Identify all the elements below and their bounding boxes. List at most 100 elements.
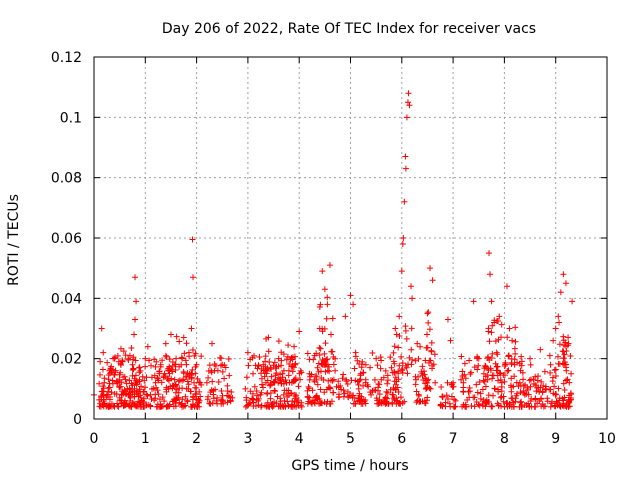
data-point	[428, 339, 435, 346]
data-point	[193, 361, 200, 368]
data-point	[540, 403, 547, 410]
data-point	[426, 326, 433, 333]
data-point	[403, 364, 410, 371]
data-point	[427, 265, 434, 272]
data-point	[272, 388, 279, 395]
data-point	[213, 398, 220, 405]
data-point	[306, 376, 313, 383]
data-point	[304, 393, 311, 400]
data-point	[532, 403, 539, 410]
data-point	[402, 165, 409, 172]
data-point	[560, 380, 567, 387]
data-point	[136, 364, 143, 371]
x-tick-label: 5	[346, 431, 355, 447]
data-point	[289, 368, 296, 375]
data-point	[556, 341, 563, 348]
data-point	[547, 361, 554, 368]
data-point	[224, 399, 231, 406]
data-point	[461, 360, 468, 367]
data-point	[477, 390, 484, 397]
data-point	[500, 372, 507, 379]
data-point	[211, 367, 218, 374]
data-point	[444, 395, 451, 402]
data-point	[124, 385, 131, 392]
data-point	[180, 368, 187, 375]
data-point	[552, 325, 559, 332]
data-point	[471, 403, 478, 410]
data-point	[362, 396, 369, 403]
data-point	[265, 348, 272, 355]
data-point	[428, 348, 435, 355]
data-point	[340, 371, 347, 378]
data-point	[143, 374, 150, 381]
data-point	[194, 403, 201, 410]
y-axis-label: ROTI / TECUs	[6, 194, 22, 286]
data-point	[154, 374, 161, 381]
data-point	[98, 325, 105, 332]
data-point	[347, 292, 354, 299]
data-point	[245, 362, 252, 369]
data-point	[538, 395, 545, 402]
data-point	[156, 368, 163, 375]
data-point	[409, 356, 416, 363]
x-tick-label: 9	[551, 431, 560, 447]
data-point	[397, 394, 404, 401]
data-point	[163, 353, 170, 360]
data-point	[319, 268, 326, 275]
data-point	[146, 357, 153, 364]
data-point	[399, 241, 406, 248]
data-point	[373, 355, 380, 362]
data-point	[142, 363, 149, 370]
data-point	[125, 355, 132, 362]
data-point	[556, 319, 563, 326]
data-point	[170, 382, 177, 389]
data-point	[419, 370, 426, 377]
data-point	[399, 366, 406, 373]
data-point	[408, 346, 415, 353]
data-point	[293, 403, 300, 410]
data-point	[182, 393, 189, 400]
data-point	[388, 364, 395, 371]
data-point	[116, 384, 123, 391]
data-point	[382, 394, 389, 401]
data-point	[524, 386, 531, 393]
data-point	[350, 392, 357, 399]
data-point	[137, 401, 144, 408]
data-point	[264, 389, 271, 396]
data-point	[326, 262, 333, 269]
data-point	[492, 338, 499, 345]
data-point	[560, 348, 567, 355]
data-point	[479, 402, 486, 409]
data-point	[288, 379, 295, 386]
data-point	[189, 236, 196, 243]
data-point	[165, 367, 172, 374]
data-point	[130, 400, 137, 407]
data-point	[98, 396, 105, 403]
data-point	[175, 378, 182, 385]
data-point	[142, 355, 149, 362]
data-point	[378, 376, 385, 383]
data-point	[522, 381, 529, 388]
data-point	[505, 352, 512, 359]
data-point	[129, 399, 136, 406]
data-point	[417, 343, 424, 350]
data-point	[96, 380, 103, 387]
data-point	[173, 355, 180, 362]
data-point	[567, 352, 574, 359]
data-point	[556, 401, 563, 408]
data-point	[553, 398, 560, 405]
data-point	[439, 402, 446, 409]
data-point	[384, 380, 391, 387]
data-point	[243, 397, 250, 404]
data-point	[484, 376, 491, 383]
data-point	[374, 362, 381, 369]
data-point	[205, 374, 212, 381]
data-point	[509, 337, 516, 344]
data-point	[295, 397, 302, 404]
data-point	[157, 361, 164, 368]
data-point	[259, 381, 266, 388]
data-point	[121, 399, 128, 406]
data-point	[372, 387, 379, 394]
data-point	[452, 397, 459, 404]
data-point	[390, 391, 397, 398]
